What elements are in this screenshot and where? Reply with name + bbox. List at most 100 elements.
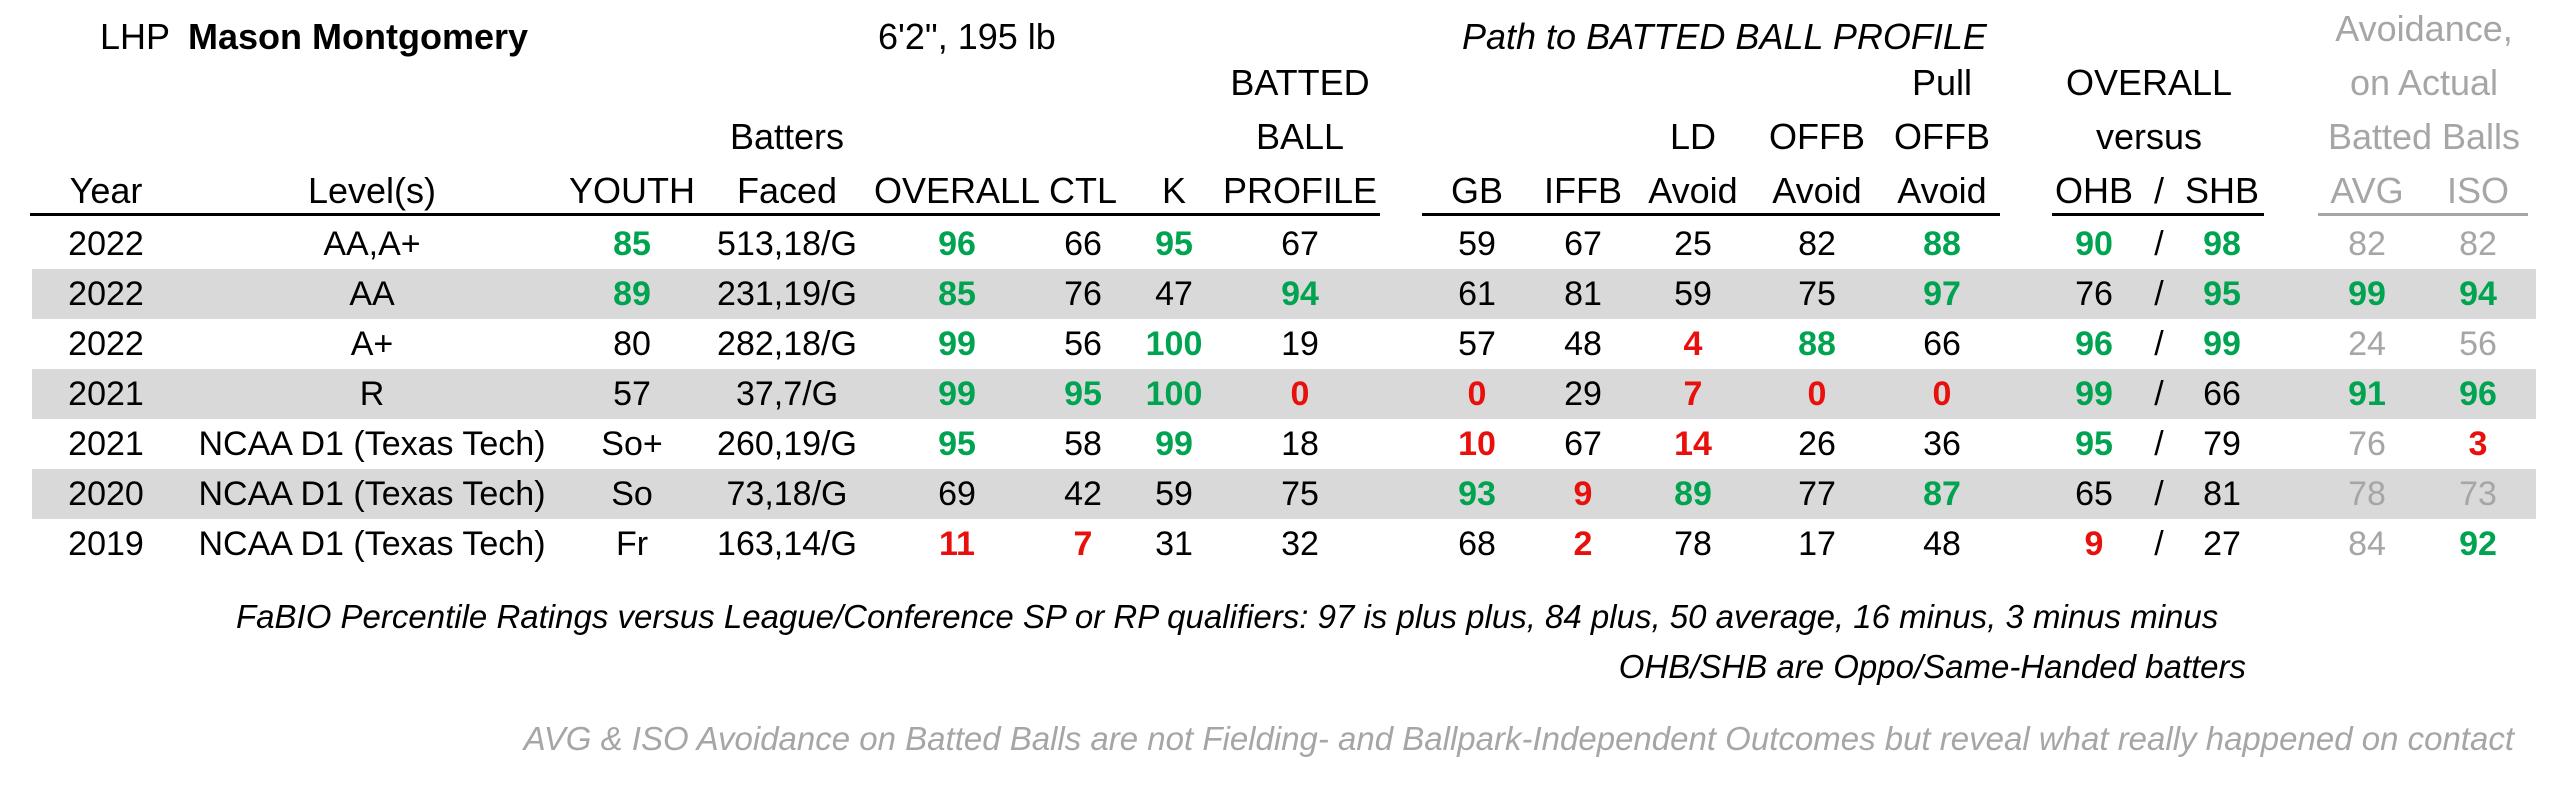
cell-k: 100 <box>1145 325 1203 363</box>
cell-shb: 27 <box>2203 525 2241 563</box>
player-hand: LHP <box>100 16 171 57</box>
cell-vs-sep: / <box>2154 425 2164 463</box>
header-offb-2: Avoid <box>1772 170 1862 211</box>
cell-bf: 513,18/G <box>717 225 857 263</box>
cell-level: R <box>359 375 385 413</box>
cell-offb: 77 <box>1798 475 1836 513</box>
header-ohb: OHB <box>2054 170 2134 211</box>
handed-note: OHB/SHB are Oppo/Same-Handed batters <box>1618 648 2246 685</box>
header-pull-1: Pull <box>1911 62 1973 103</box>
cell-year: 2021 <box>68 375 144 413</box>
row-band <box>32 469 2536 519</box>
cell-year: 2022 <box>68 225 144 263</box>
header-rule-avoidance <box>2318 213 2528 216</box>
cell-iffb: 67 <box>1564 425 1602 463</box>
cell-gb: 59 <box>1458 225 1496 263</box>
cell-pull: 48 <box>1923 525 1961 563</box>
cell-ohb: 9 <box>2084 525 2104 563</box>
cell-offb: 88 <box>1798 325 1836 363</box>
cell-level: NCAA D1 (Texas Tech) <box>198 425 546 463</box>
avoidance-title-3: Batted Balls <box>2327 116 2521 157</box>
header-ctl: CTL <box>1048 170 1118 211</box>
cell-ctl: 56 <box>1064 325 1102 363</box>
cell-year: 2021 <box>68 425 144 463</box>
cell-bbp: 19 <box>1281 325 1319 363</box>
cell-gb: 0 <box>1467 375 1487 413</box>
cell-ctl: 58 <box>1064 425 1102 463</box>
cell-k: 59 <box>1155 475 1193 513</box>
cell-k: 47 <box>1155 275 1193 313</box>
cell-k: 100 <box>1145 375 1203 413</box>
cell-year: 2019 <box>68 525 144 563</box>
cell-overall: 99 <box>938 375 976 413</box>
cell-ld: 25 <box>1674 225 1712 263</box>
cell-youth: So <box>611 475 653 513</box>
cell-gb: 10 <box>1458 425 1496 463</box>
cell-bbp: 0 <box>1290 375 1310 413</box>
cell-bbp: 67 <box>1281 225 1319 263</box>
cell-pull: 66 <box>1923 325 1961 363</box>
cell-iffb: 48 <box>1564 325 1602 363</box>
cell-ohb: 90 <box>2075 225 2113 263</box>
cell-vs-sep: / <box>2154 325 2164 363</box>
cell-level: AA,A+ <box>323 225 421 263</box>
cell-offb: 75 <box>1798 275 1836 313</box>
cell-vs-sep: / <box>2154 525 2164 563</box>
cell-youth: 89 <box>613 275 651 313</box>
cell-shb: 98 <box>2203 225 2241 263</box>
cell-avg: 82 <box>2348 225 2386 263</box>
header-level: Level(s) <box>307 170 437 211</box>
cell-pull: 36 <box>1923 425 1961 463</box>
cell-youth: 57 <box>613 375 651 413</box>
cell-youth: 80 <box>613 325 651 363</box>
cell-year: 2022 <box>68 325 144 363</box>
cell-ld: 89 <box>1674 475 1712 513</box>
header-gb: GB <box>1450 170 1504 211</box>
cell-ld: 14 <box>1674 425 1712 463</box>
cell-gb: 57 <box>1458 325 1496 363</box>
cell-vs-sep: / <box>2154 475 2164 513</box>
cell-iffb: 2 <box>1573 525 1593 563</box>
cell-bf: 37,7/G <box>735 375 839 413</box>
cell-bbp: 75 <box>1281 475 1319 513</box>
cell-ctl: 7 <box>1073 525 1093 563</box>
cell-shb: 95 <box>2203 275 2241 313</box>
cell-iffb: 9 <box>1573 475 1593 513</box>
cell-bf: 260,19/G <box>717 425 857 463</box>
cell-ctl: 42 <box>1064 475 1102 513</box>
header-ld-2: Avoid <box>1648 170 1738 211</box>
cell-ctl: 76 <box>1064 275 1102 313</box>
cell-k: 31 <box>1155 525 1193 563</box>
cell-iffb: 29 <box>1564 375 1602 413</box>
cell-pull: 88 <box>1923 225 1961 263</box>
cell-pull: 97 <box>1923 275 1961 313</box>
cell-avg: 84 <box>2348 525 2386 563</box>
cell-iso: 56 <box>2459 325 2497 363</box>
header-rule-versus <box>2052 213 2264 216</box>
player-size: 6'2", 195 lb <box>878 16 1056 57</box>
cell-youth: Fr <box>615 525 649 563</box>
cell-gb: 68 <box>1458 525 1496 563</box>
header-youth: YOUTH <box>569 170 695 211</box>
cell-year: 2022 <box>68 275 144 313</box>
cell-overall: 11 <box>939 525 975 563</box>
header-pull-3: Avoid <box>1897 170 1987 211</box>
header-bf-2: Faced <box>736 170 838 211</box>
cell-avg: 78 <box>2348 475 2386 513</box>
header-bbp-1: BATTED <box>1230 62 1370 103</box>
cell-ld: 4 <box>1683 325 1703 363</box>
cell-ld: 78 <box>1674 525 1712 563</box>
cell-iso: 96 <box>2459 375 2497 413</box>
cell-level: AA <box>349 275 395 313</box>
cell-vs-sep: / <box>2154 275 2164 313</box>
cell-avg: 91 <box>2348 375 2386 413</box>
header-overall: OVERALL <box>873 170 1041 211</box>
cell-level: NCAA D1 (Texas Tech) <box>198 475 546 513</box>
cell-ohb: 96 <box>2075 325 2113 363</box>
cell-k: 95 <box>1155 225 1193 263</box>
cell-iffb: 81 <box>1564 275 1602 313</box>
cell-year: 2020 <box>68 475 144 513</box>
player-name: Mason Montgomery <box>188 16 529 57</box>
cell-iso: 94 <box>2459 275 2497 313</box>
cell-ld: 59 <box>1674 275 1712 313</box>
